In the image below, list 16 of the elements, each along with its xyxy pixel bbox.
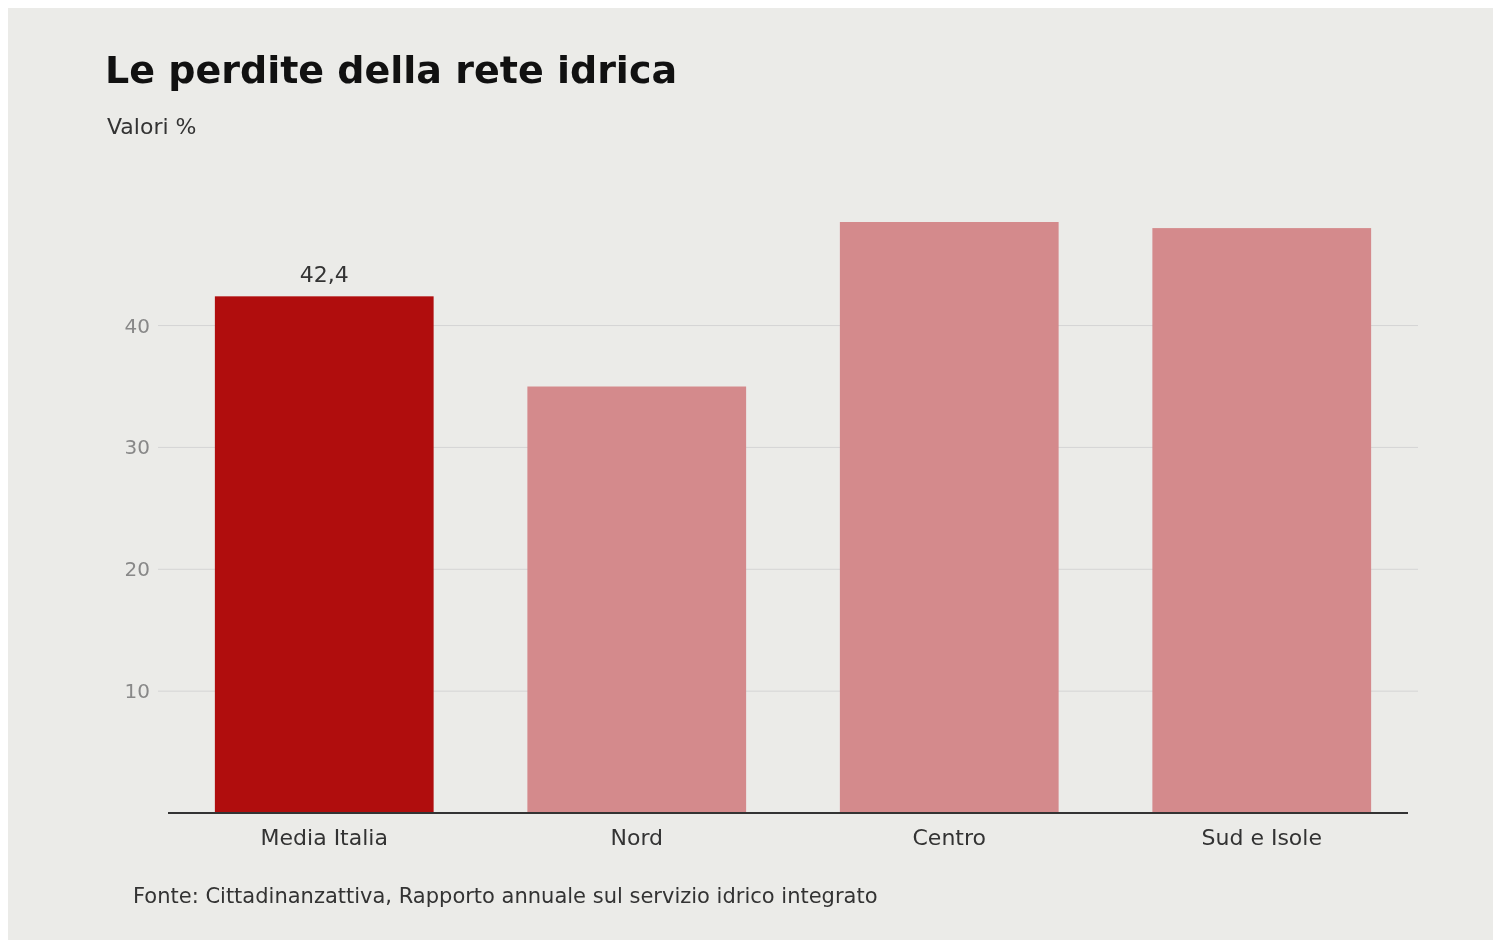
x-tick-label: Nord [610,825,664,850]
bar [527,386,747,813]
y-tick-label: 10 [124,679,150,704]
bar [214,296,434,813]
data-label: 42,4 [299,262,349,288]
source-note: Fonte: Cittadinanzattiva, Rapporto annuale sul servizio idrico integrato [133,884,878,908]
y-tick-label: 30 [124,435,150,460]
chart-subtitle: Valori % [107,114,197,139]
y-tick-label: 20 [124,557,150,582]
bar [839,222,1059,813]
x-tick-label: Centro [912,825,986,850]
y-tick-label: 40 [124,313,150,338]
bar [1152,228,1372,813]
chart-title: Le perdite della rete idrica [105,48,678,92]
x-tick-label: Media Italia [260,825,388,850]
x-tick-label: Sud e Isole [1201,825,1322,850]
